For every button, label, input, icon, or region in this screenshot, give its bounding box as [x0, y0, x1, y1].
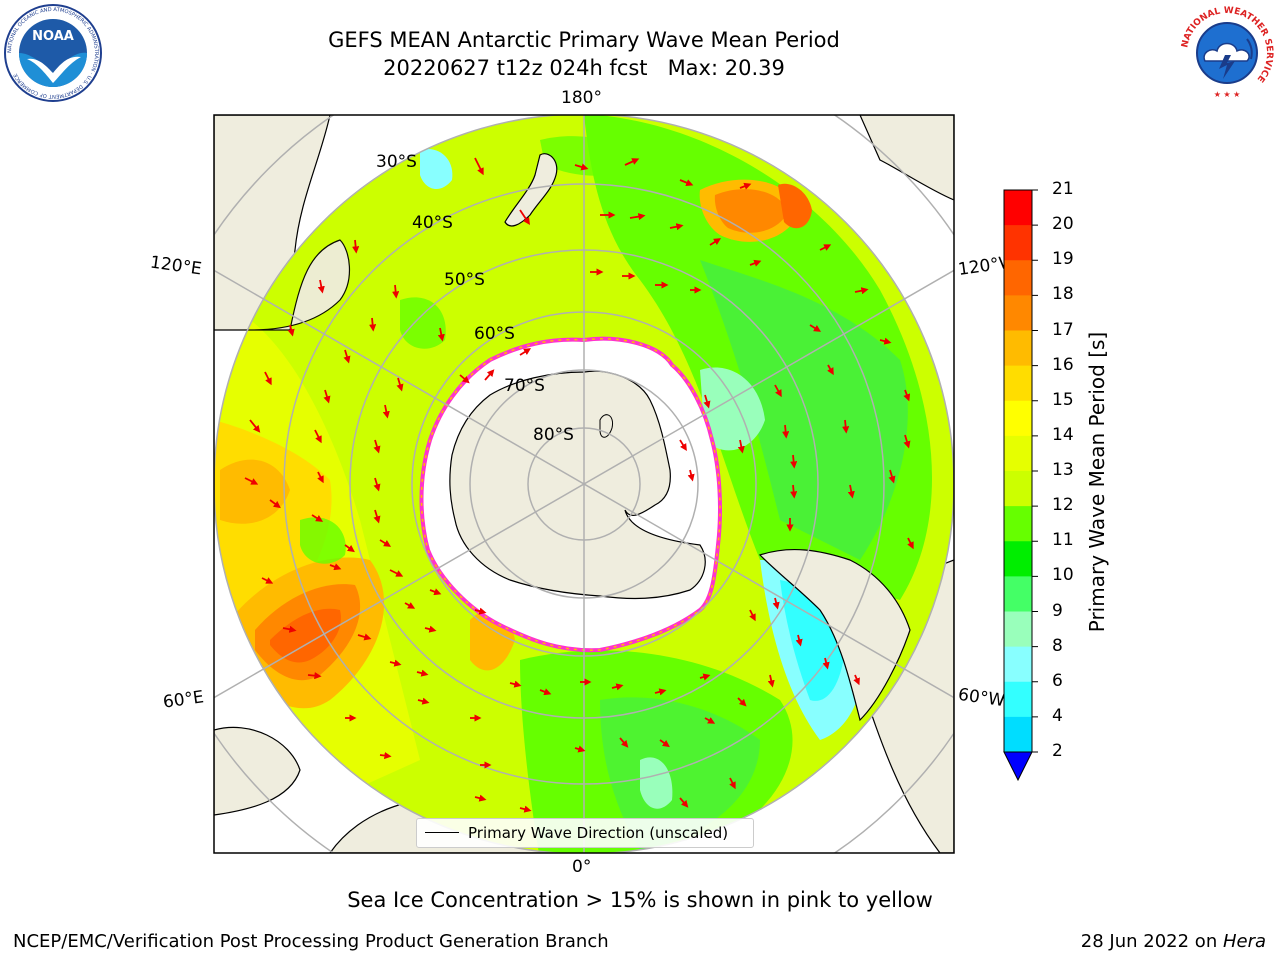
lat-label-40s: 40°S [412, 213, 453, 233]
colorbar [1003, 189, 1038, 782]
colorbar-tick-label: 16 [1052, 354, 1074, 375]
colorbar-band [1004, 576, 1032, 612]
lon-label-180: 180° [561, 88, 602, 108]
colorbar-band [1004, 681, 1032, 718]
colorbar-tick-label: 10 [1052, 565, 1074, 586]
colorbar-tick-label: 12 [1052, 495, 1074, 516]
colorbar-band [1004, 646, 1032, 683]
colorbar-band [1004, 471, 1032, 507]
title-line-1: GEFS MEAN Antarctic Primary Wave Mean Pe… [328, 28, 840, 52]
noaa-logo: NATIONAL OCEANIC AND ATMOSPHERIC ADMINIS… [4, 4, 102, 102]
footer-host: Hera [1222, 931, 1266, 952]
svg-text:★ ★ ★: ★ ★ ★ [1214, 90, 1241, 99]
colorbar-band [1004, 260, 1032, 296]
legend-line-swatch [425, 832, 459, 833]
colorbar-tick-label: 15 [1052, 389, 1074, 410]
colorbar-tick-label: 17 [1052, 319, 1074, 340]
lat-label-50s: 50°S [444, 270, 485, 290]
antarctica-landmass [449, 370, 706, 600]
lat-label-80s: 80°S [533, 425, 574, 445]
colorbar-tick-label: 20 [1052, 214, 1074, 235]
colorbar-band [1004, 541, 1032, 577]
colorbar-band [1004, 365, 1032, 402]
lat-label-30s: 30°S [376, 152, 417, 172]
lat-label-60s: 60°S [474, 324, 515, 344]
map-legend: Primary Wave Direction (unscaled) [416, 818, 754, 848]
colorbar-band [1004, 716, 1032, 753]
colorbar-band [1004, 435, 1032, 472]
legend-label: Primary Wave Direction (unscaled) [468, 824, 729, 842]
title-line-2: 20220627 t12z 024h fcst Max: 20.39 [383, 56, 785, 80]
sea-ice-caption: Sea Ice Concentration > 15% is shown in … [347, 888, 933, 912]
colorbar-band [1004, 190, 1032, 226]
colorbar-label: Primary Wave Mean Period [s] [1085, 331, 1109, 633]
colorbar-band [1004, 295, 1032, 331]
colorbar-tick-label: 21 [1052, 179, 1074, 199]
map-frame [213, 114, 955, 854]
colorbar-band [1004, 330, 1032, 367]
colorbar-tick-label: 9 [1052, 600, 1063, 621]
colorbar-band [1004, 611, 1032, 648]
footer-date: 28 Jun 2022 on Hera [1081, 931, 1266, 952]
lon-label-0: 0° [572, 857, 592, 877]
nws-logo: NATIONAL WEATHER SERVICE ★ ★ ★ [1180, 6, 1274, 100]
colorbar-extend-arrow [1003, 751, 1033, 782]
colorbar-band [1004, 400, 1032, 437]
colorbar-tick-label: 13 [1052, 460, 1074, 480]
colorbar-band [1004, 225, 1032, 261]
footer-date-text: 28 Jun 2022 on [1080, 931, 1223, 952]
colorbar-tick-label: 18 [1052, 284, 1074, 305]
graticule [214, 115, 954, 853]
footer-credit: NCEP/EMC/Verification Post Processing Pr… [13, 931, 609, 952]
wave-direction-arrows [244, 157, 914, 813]
noaa-logo-text: NOAA [32, 29, 74, 44]
colorbar-tick-label: 19 [1052, 249, 1074, 270]
colorbar-tick-label: 2 [1052, 741, 1063, 761]
colorbar-tick-label: 4 [1052, 705, 1063, 726]
colorbar-tick-label: 6 [1052, 670, 1063, 691]
colorbar-tick-label: 8 [1052, 635, 1063, 656]
chart-title: GEFS MEAN Antarctic Primary Wave Mean Pe… [0, 26, 1168, 82]
lat-label-70s: 70°S [504, 376, 545, 396]
colorbar-band [1004, 506, 1032, 542]
colorbar-tick-label: 11 [1052, 530, 1074, 551]
colorbar-tick-label: 14 [1052, 424, 1074, 445]
